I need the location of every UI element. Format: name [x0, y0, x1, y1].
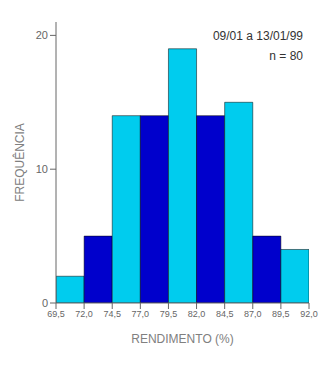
svg-text:0: 0 [42, 297, 48, 309]
svg-text:87,0: 87,0 [244, 309, 262, 319]
svg-text:72,0: 72,0 [75, 309, 93, 319]
svg-text:92,0: 92,0 [300, 309, 318, 319]
html-text:09/01 a 13/01/99: 09/01 a 13/01/99 [212, 29, 303, 43]
svg-text:74,5: 74,5 [103, 309, 121, 319]
svg-text:20: 20 [36, 29, 48, 41]
html-text:n = 80: n = 80 [269, 49, 303, 63]
svg-text:77,0: 77,0 [132, 309, 150, 319]
svg-text:82,0: 82,0 [188, 309, 206, 319]
svg-text:79,5: 79,5 [160, 309, 178, 319]
svg-text:89,5: 89,5 [272, 309, 290, 319]
svg-text:RENDIMENTO (%): RENDIMENTO (%) [131, 332, 233, 346]
svg-text:84,5: 84,5 [216, 309, 234, 319]
svg-text:10: 10 [36, 163, 48, 175]
svg-text:FREQUÊNCIA: FREQUÊNCIA [12, 123, 27, 202]
svg-text:69,5: 69,5 [47, 309, 65, 319]
